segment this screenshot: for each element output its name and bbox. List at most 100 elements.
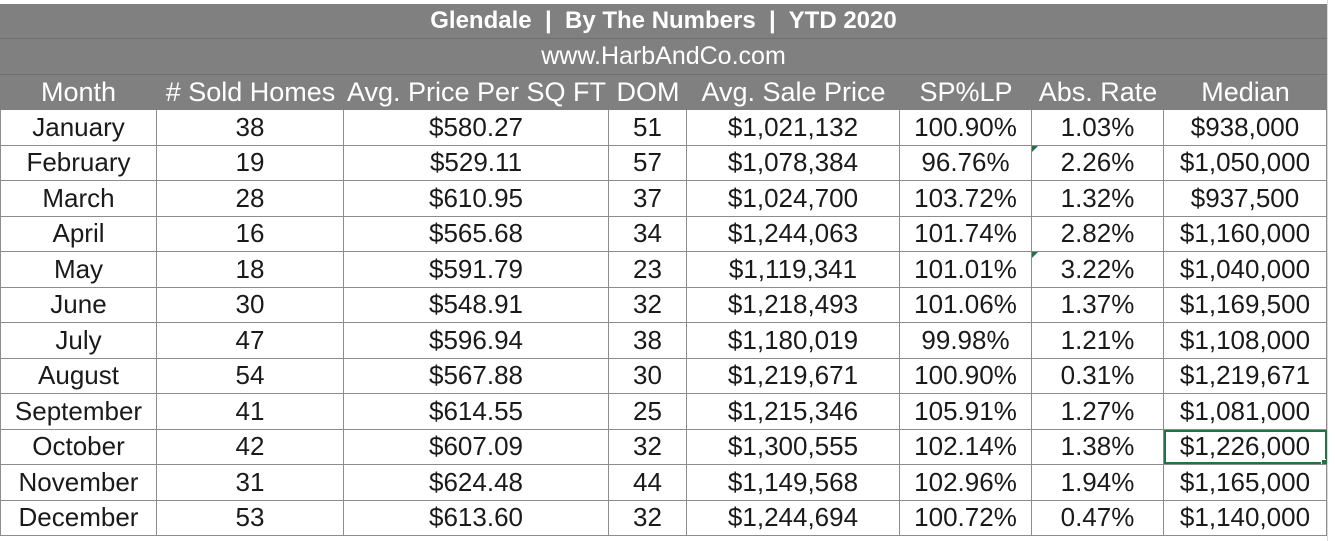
avg-sale-price-cell[interactable]: $1,219,671 [687,358,900,393]
month-cell[interactable]: May [0,252,157,287]
sp-lp-cell[interactable]: 101.74% [900,216,1032,251]
header-median[interactable]: Median [1201,77,1290,107]
median-cell[interactable]: $1,165,000 [1164,465,1327,500]
price-per-sqft-cell[interactable]: $565.68 [344,216,609,251]
avg-sale-price-cell[interactable]: $1,149,568 [687,465,900,500]
error-indicator-icon[interactable] [1032,145,1038,152]
month-cell[interactable]: April [0,216,157,251]
price-per-sqft-cell[interactable]: $580.27 [344,110,609,145]
median-cell[interactable]: $1,160,000 [1164,216,1327,251]
month-cell[interactable]: October [0,429,157,464]
abs-rate-cell[interactable]: 2.82% [1032,216,1164,251]
abs-rate-cell[interactable]: 1.21% [1032,323,1164,358]
median-cell[interactable]: $1,050,000 [1164,145,1327,180]
dom-cell[interactable]: 30 [609,358,687,393]
header-avg-sale-price[interactable]: Avg. Sale Price [701,77,886,107]
sp-lp-cell[interactable]: 105.91% [900,394,1032,429]
sold-homes-cell[interactable]: 16 [157,216,344,251]
avg-sale-price-cell[interactable]: $1,024,700 [687,181,900,216]
dom-cell[interactable]: 57 [609,145,687,180]
price-per-sqft-cell[interactable]: $591.79 [344,252,609,287]
month-cell[interactable]: September [0,394,157,429]
sold-homes-cell[interactable]: 54 [157,358,344,393]
avg-sale-price-cell[interactable]: $1,244,694 [687,500,900,535]
avg-sale-price-cell[interactable]: $1,021,132 [687,110,900,145]
price-per-sqft-cell[interactable]: $610.95 [344,181,609,216]
dom-cell[interactable]: 38 [609,323,687,358]
dom-cell[interactable]: 37 [609,181,687,216]
sp-lp-cell[interactable]: 100.72% [900,500,1032,535]
median-cell[interactable]: $937,500 [1164,181,1327,216]
abs-rate-cell[interactable]: 1.94% [1032,465,1164,500]
price-per-sqft-cell[interactable]: $614.55 [344,394,609,429]
sold-homes-cell[interactable]: 41 [157,394,344,429]
error-indicator-icon[interactable] [1032,252,1038,258]
sp-lp-cell[interactable]: 96.76% [900,145,1032,180]
month-cell[interactable]: November [0,465,157,500]
sold-homes-cell[interactable]: 28 [157,181,344,216]
selected-cell[interactable]: $1,226,000 [1164,429,1327,464]
median-cell[interactable]: $1,081,000 [1164,394,1327,429]
abs-rate-cell[interactable]: 1.32% [1032,181,1164,216]
avg-sale-price-cell[interactable]: $1,180,019 [687,323,900,358]
header-sold-homes[interactable]: # Sold Homes [165,77,336,107]
abs-rate-cell[interactable]: 2.26% [1032,145,1164,180]
abs-rate-cell[interactable]: 1.03% [1032,110,1164,145]
dom-cell[interactable]: 32 [609,287,687,322]
median-cell[interactable]: $1,140,000 [1164,500,1327,535]
avg-sale-price-cell[interactable]: $1,218,493 [687,287,900,322]
abs-rate-cell[interactable]: 3.22% [1032,252,1164,287]
abs-rate-cell[interactable]: 1.38% [1032,429,1164,464]
avg-sale-price-cell[interactable]: $1,244,063 [687,216,900,251]
dom-cell[interactable]: 32 [609,429,687,464]
sp-lp-cell[interactable]: 101.06% [900,287,1032,322]
dom-cell[interactable]: 34 [609,216,687,251]
sp-lp-cell[interactable]: 103.72% [900,181,1032,216]
abs-rate-cell[interactable]: 0.47% [1032,500,1164,535]
price-per-sqft-cell[interactable]: $548.91 [344,287,609,322]
month-cell[interactable]: June [0,287,157,322]
month-cell[interactable]: February [0,145,157,180]
price-per-sqft-cell[interactable]: $567.88 [344,358,609,393]
fill-handle[interactable] [1321,459,1326,464]
header-month[interactable]: Month [40,77,117,107]
dom-cell[interactable]: 51 [609,110,687,145]
abs-rate-cell[interactable]: 0.31% [1032,358,1164,393]
avg-sale-price-cell[interactable]: $1,215,346 [687,394,900,429]
sold-homes-cell[interactable]: 31 [157,465,344,500]
sold-homes-cell[interactable]: 19 [157,145,344,180]
sold-homes-cell[interactable]: 38 [157,110,344,145]
month-cell[interactable]: January [0,110,157,145]
sold-homes-cell[interactable]: 18 [157,252,344,287]
median-cell[interactable]: $1,040,000 [1164,252,1327,287]
price-per-sqft-cell[interactable]: $529.11 [344,145,609,180]
dom-cell[interactable]: 23 [609,252,687,287]
month-cell[interactable]: December [0,500,157,535]
sheet-title[interactable]: Glendale | By The Numbers | YTD 2020 [0,4,1327,39]
price-per-sqft-cell[interactable]: $607.09 [344,429,609,464]
month-cell[interactable]: July [0,323,157,358]
header-price-per-sqft[interactable]: Avg. Price Per SQ FT [346,77,607,107]
sold-homes-cell[interactable]: 30 [157,287,344,322]
sp-lp-cell[interactable]: 100.90% [900,110,1032,145]
header-abs-rate[interactable]: Abs. Rate [1038,77,1158,107]
price-per-sqft-cell[interactable]: $596.94 [344,323,609,358]
sp-lp-cell[interactable]: 100.90% [900,358,1032,393]
dom-cell[interactable]: 32 [609,500,687,535]
price-per-sqft-cell[interactable]: $613.60 [344,500,609,535]
dom-cell[interactable]: 44 [609,465,687,500]
median-cell[interactable]: $938,000 [1164,110,1327,145]
sp-lp-cell[interactable]: 102.14% [900,429,1032,464]
dom-cell[interactable]: 25 [609,394,687,429]
header-dom[interactable]: DOM [616,77,680,107]
avg-sale-price-cell[interactable]: $1,078,384 [687,145,900,180]
header-sp-lp[interactable]: SP%LP [919,77,1013,107]
avg-sale-price-cell[interactable]: $1,119,341 [687,252,900,287]
month-cell[interactable]: August [0,358,157,393]
median-cell[interactable]: $1,169,500 [1164,287,1327,322]
abs-rate-cell[interactable]: 1.27% [1032,394,1164,429]
sold-homes-cell[interactable]: 53 [157,500,344,535]
median-cell[interactable]: $1,108,000 [1164,323,1327,358]
price-per-sqft-cell[interactable]: $624.48 [344,465,609,500]
month-cell[interactable]: March [0,181,157,216]
